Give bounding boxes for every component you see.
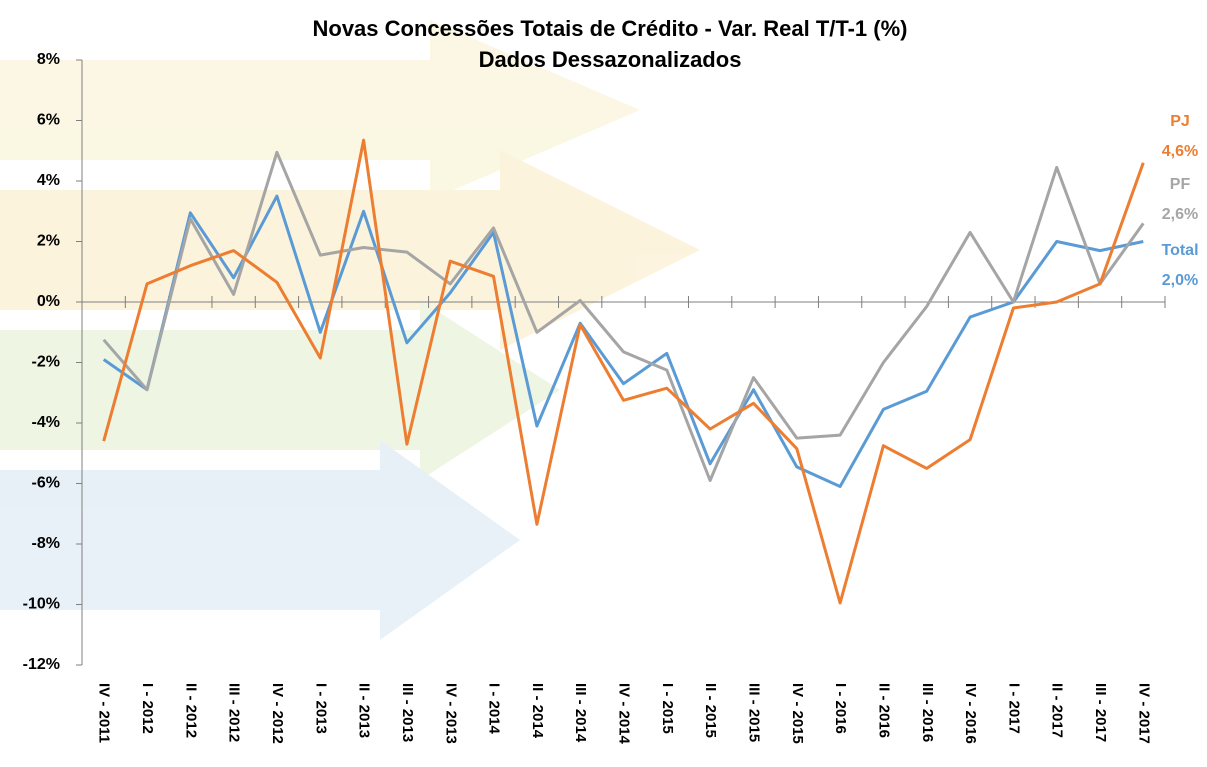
y-tick-label: 6% — [37, 112, 60, 129]
y-tick-label: 4% — [37, 172, 60, 189]
legend-label: Total — [1161, 242, 1198, 259]
series-line — [102, 138, 1145, 605]
y-tick-label: -4% — [32, 414, 60, 431]
x-tick-label: II - 2017 — [1049, 683, 1066, 738]
x-tick-label: IV - 2014 — [616, 683, 633, 745]
x-tick-label: IV - 2011 — [96, 683, 113, 743]
data-label: 4,6% — [1162, 143, 1198, 160]
x-tick-label: IV - 2015 — [789, 683, 806, 744]
y-tick-label: 8% — [37, 51, 60, 68]
x-tick-label: IV - 2013 — [442, 683, 459, 744]
y-tick-label: 2% — [37, 233, 60, 250]
y-tick-label: 0% — [37, 293, 60, 310]
x-tick-label: IV - 2017 — [1135, 683, 1152, 744]
x-tick-label: III - 2012 — [226, 683, 243, 742]
watermark-arrow — [0, 20, 640, 200]
x-tick-label: I - 2016 — [832, 683, 849, 734]
y-tick-label: -12% — [23, 656, 60, 673]
data-label: 2,0% — [1162, 272, 1198, 289]
x-tick-label: IV - 2016 — [962, 683, 979, 744]
y-tick-label: -10% — [23, 596, 60, 613]
x-tick-label: III - 2014 — [572, 683, 589, 743]
y-tick-label: -6% — [32, 475, 60, 492]
y-tick-label: -8% — [32, 535, 60, 552]
series-line — [102, 194, 1144, 488]
data-label: 2,6% — [1162, 206, 1198, 223]
x-tick-label: II - 2012 — [182, 683, 199, 738]
watermark-arrow — [0, 300, 560, 480]
x-tick-label: IV - 2012 — [269, 683, 286, 744]
x-tick-label: I - 2014 — [486, 683, 503, 735]
x-tick-label: I - 2017 — [1005, 683, 1022, 734]
x-tick-label: I - 2013 — [312, 683, 329, 734]
legend-label: PF — [1170, 176, 1191, 193]
series-line — [102, 150, 1145, 482]
watermark-arrow — [0, 440, 520, 640]
x-tick-label: I - 2012 — [139, 683, 156, 734]
x-tick-label: III - 2017 — [1092, 683, 1109, 742]
x-tick-label: II - 2016 — [875, 683, 892, 738]
chart-title: Novas Concessões Totais de Crédito - Var… — [313, 16, 908, 41]
x-tick-label: II - 2013 — [356, 683, 373, 738]
background-watermark — [0, 20, 700, 640]
legend-label: PJ — [1170, 113, 1190, 130]
x-tick-label: III - 2015 — [745, 683, 762, 742]
y-tick-label: -2% — [32, 354, 60, 371]
x-tick-label: II - 2015 — [702, 683, 719, 738]
chart-subtitle: Dados Dessazonalizados — [479, 47, 742, 72]
x-tick-label: III - 2013 — [399, 683, 416, 742]
x-tick-label: II - 2014 — [529, 683, 546, 739]
x-tick-label: I - 2015 — [659, 683, 676, 734]
x-tick-label: III - 2016 — [919, 683, 936, 742]
